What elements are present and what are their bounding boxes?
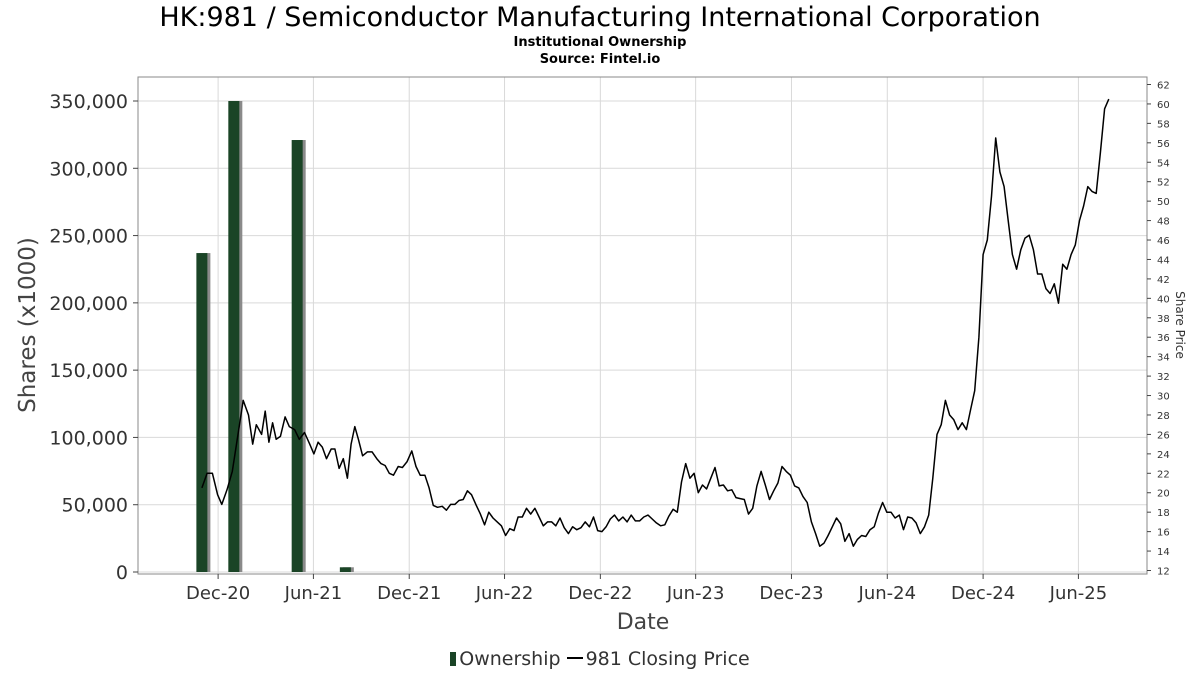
x-tick-label: Dec-23 xyxy=(759,583,823,604)
y-right-tick-label: 38 xyxy=(1157,314,1170,325)
plot-frame xyxy=(137,76,1148,575)
legend: Ownership 981 Closing Price xyxy=(0,646,1200,672)
y-right-tick-label: 20 xyxy=(1157,489,1170,500)
legend-price-swatch xyxy=(566,657,583,659)
y-right-tick-label: 14 xyxy=(1157,547,1170,558)
ownership-bar xyxy=(339,567,351,572)
x-tick-label: Dec-21 xyxy=(377,583,441,604)
x-tick-label: Dec-24 xyxy=(951,583,1015,604)
x-tick-label: Jun-21 xyxy=(284,583,343,604)
y-axis-right-label: Share Price xyxy=(1173,291,1187,359)
legend-price-label: 981 Closing Price xyxy=(585,648,750,670)
y-right-tick-label: 60 xyxy=(1157,100,1170,111)
ownership-bar xyxy=(291,140,303,573)
y-right-tick-label: 24 xyxy=(1157,450,1170,461)
y-right-tick-label: 62 xyxy=(1157,81,1170,92)
chart-subtitle-line-2: Source: Fintel.io xyxy=(539,52,661,67)
y-right-tick-label: 52 xyxy=(1157,178,1170,189)
ownership-bar xyxy=(228,101,240,572)
y-right-tick-label: 44 xyxy=(1157,255,1170,266)
y-right-tick-label: 58 xyxy=(1157,119,1170,130)
y-right-tick-label: 48 xyxy=(1157,217,1170,228)
y-right-tick-label: 34 xyxy=(1157,353,1170,364)
x-tick-label: Jun-23 xyxy=(666,583,725,604)
y-axis-left-label: Shares (x1000) xyxy=(15,237,41,413)
chart-subtitle-line-1: Institutional Ownership xyxy=(513,35,687,50)
y-right-tick-label: 42 xyxy=(1157,275,1170,286)
y-left-tick-label: 150,000 xyxy=(49,360,128,382)
y-right-tick-label: 16 xyxy=(1157,528,1170,539)
y-right-tick-label: 32 xyxy=(1157,372,1170,383)
legend-ownership-label: Ownership xyxy=(459,648,561,670)
x-tick-label: Dec-20 xyxy=(186,583,250,604)
x-tick-label: Jun-22 xyxy=(475,583,534,604)
chart-canvas: Dec-20 Jun-21 Dec-21 Jun-22 Dec-22 Jun-23 Dec-… xyxy=(15,76,1187,635)
x-axis-label: Date xyxy=(617,610,670,635)
price-line xyxy=(201,98,1110,547)
y-right-tick-label: 26 xyxy=(1157,430,1170,441)
y-right-tick-label: 30 xyxy=(1157,392,1170,403)
y-right-tick-label: 54 xyxy=(1157,158,1170,169)
y-right-tick-label: 46 xyxy=(1157,236,1170,247)
y-right-tick-label: 50 xyxy=(1157,197,1170,208)
axis-ticks: Dec-20 Jun-21 Dec-21 Jun-22 Dec-22 Jun-23 Dec-… xyxy=(49,81,1169,605)
y-left-tick-label: 350,000 xyxy=(49,91,128,113)
y-right-tick-label: 56 xyxy=(1157,139,1170,150)
y-left-tick-label: 300,000 xyxy=(49,158,128,180)
x-tick-label: Jun-24 xyxy=(858,583,917,604)
y-left-tick-label: 200,000 xyxy=(49,293,128,315)
x-tick-label: Jun-25 xyxy=(1049,583,1108,604)
y-right-tick-label: 18 xyxy=(1157,508,1170,519)
y-right-tick-label: 36 xyxy=(1157,333,1170,344)
y-right-tick-label: 12 xyxy=(1157,567,1170,578)
ownership-bar xyxy=(196,253,208,572)
y-left-tick-label: 250,000 xyxy=(49,226,128,248)
chart-title: HK:981 / Semiconductor Manufacturing Int… xyxy=(159,2,1041,33)
y-left-tick-label: 100,000 xyxy=(49,427,128,449)
y-left-tick-label: 0 xyxy=(116,562,128,584)
grid-layer xyxy=(138,77,1147,574)
legend-ownership-swatch xyxy=(450,652,457,666)
y-right-tick-label: 22 xyxy=(1157,469,1170,480)
x-tick-label: Dec-22 xyxy=(568,583,632,604)
y-left-tick-label: 50,000 xyxy=(62,495,128,517)
ownership-bars xyxy=(196,101,354,573)
y-right-tick-label: 40 xyxy=(1157,294,1170,305)
y-right-tick-label: 28 xyxy=(1157,411,1170,422)
